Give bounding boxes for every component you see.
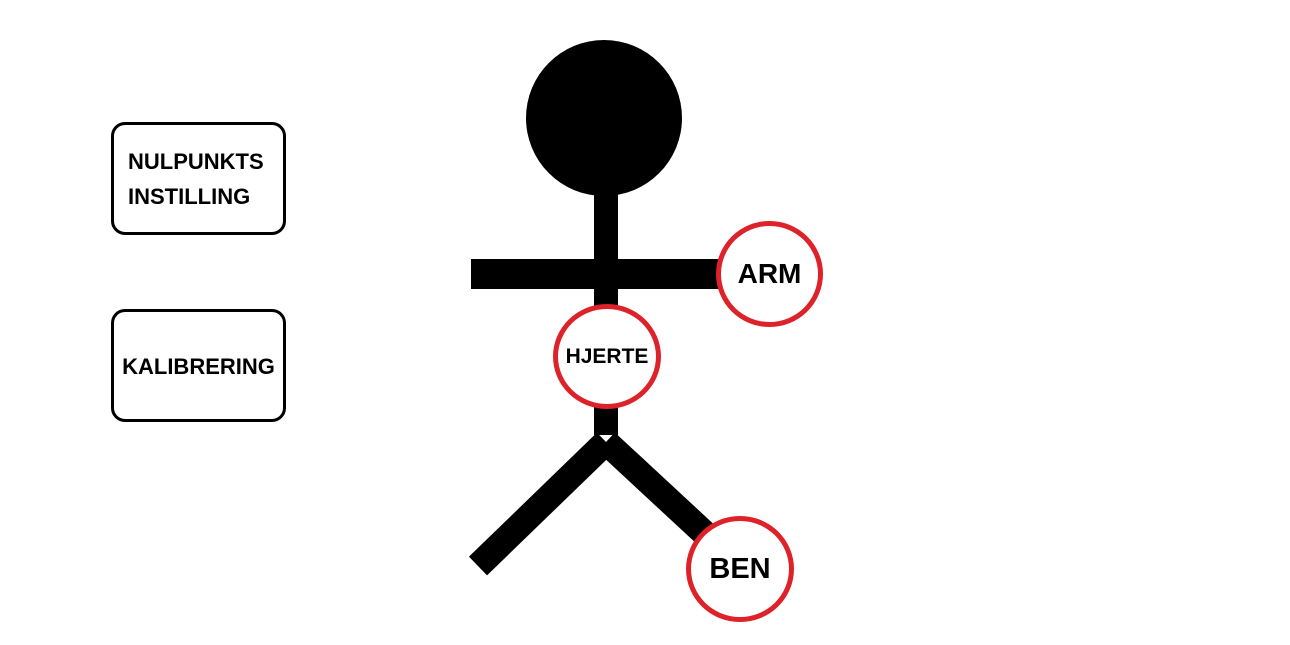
arm-sensor-button[interactable]: ARM xyxy=(716,221,823,327)
figure-left-leg xyxy=(468,432,616,576)
zero-point-setting-button[interactable]: NULPUNKTS INSTILLING xyxy=(111,122,286,235)
leg-sensor-button[interactable]: BEN xyxy=(686,516,794,622)
figure-arms xyxy=(471,259,726,289)
arm-sensor-label: ARM xyxy=(737,258,802,289)
heart-sensor-button[interactable]: HJERTE xyxy=(553,304,661,409)
heart-sensor-label: HJERTE xyxy=(565,344,649,368)
figure-right-leg xyxy=(597,432,725,554)
leg-sensor-label: BEN xyxy=(709,552,771,585)
zero-point-label-line2: INSTILLING xyxy=(128,184,251,209)
calibration-button[interactable]: KALIBRERING xyxy=(111,309,286,422)
zero-point-label-line1: NULPUNKTS xyxy=(128,149,264,174)
figure-head xyxy=(526,40,682,196)
calibration-label: KALIBRERING xyxy=(122,354,275,379)
